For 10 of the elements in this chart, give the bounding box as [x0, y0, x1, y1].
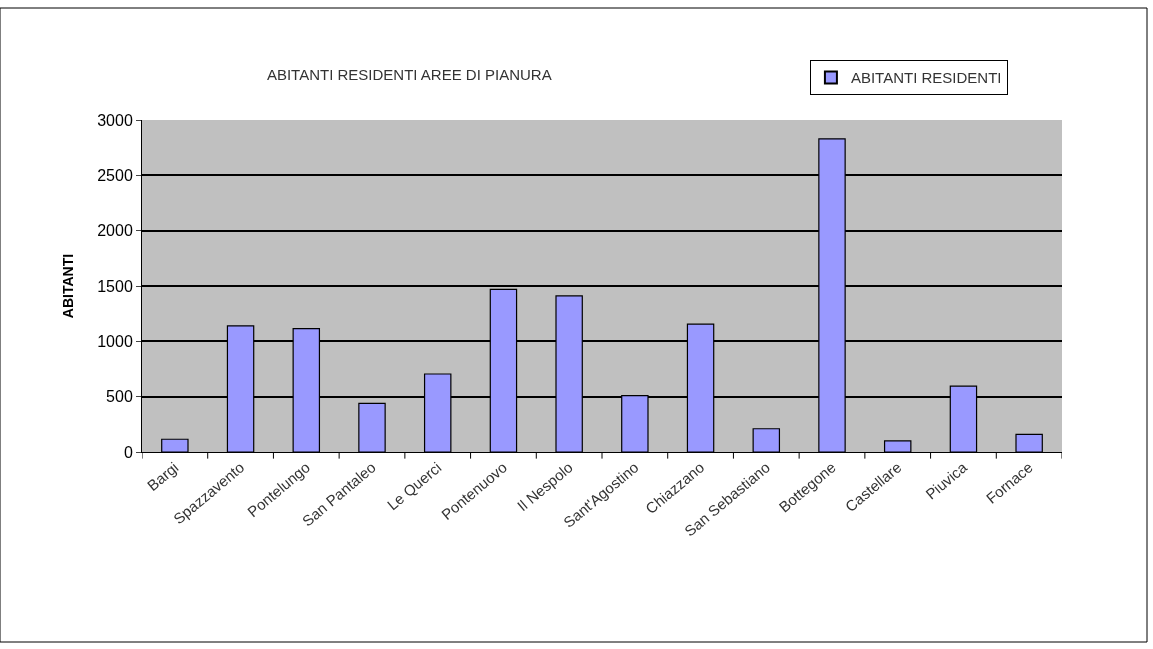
y-tick-label: 3000	[97, 111, 133, 129]
y-axis-title: ABITANTI	[59, 253, 76, 319]
chart-title: ABITANTI RESIDENTI AREE DI PIANURA	[266, 66, 552, 84]
y-tick-label: 1500	[97, 277, 133, 295]
y-tick-label: 1000	[97, 332, 133, 350]
y-tick-label: 2500	[97, 166, 133, 184]
legend-label: ABITANTI RESIDENTI	[850, 69, 1002, 87]
y-tick-label: 500	[106, 388, 133, 406]
y-tick-label: 0	[123, 443, 133, 461]
y-tick-label: 2000	[97, 222, 133, 240]
